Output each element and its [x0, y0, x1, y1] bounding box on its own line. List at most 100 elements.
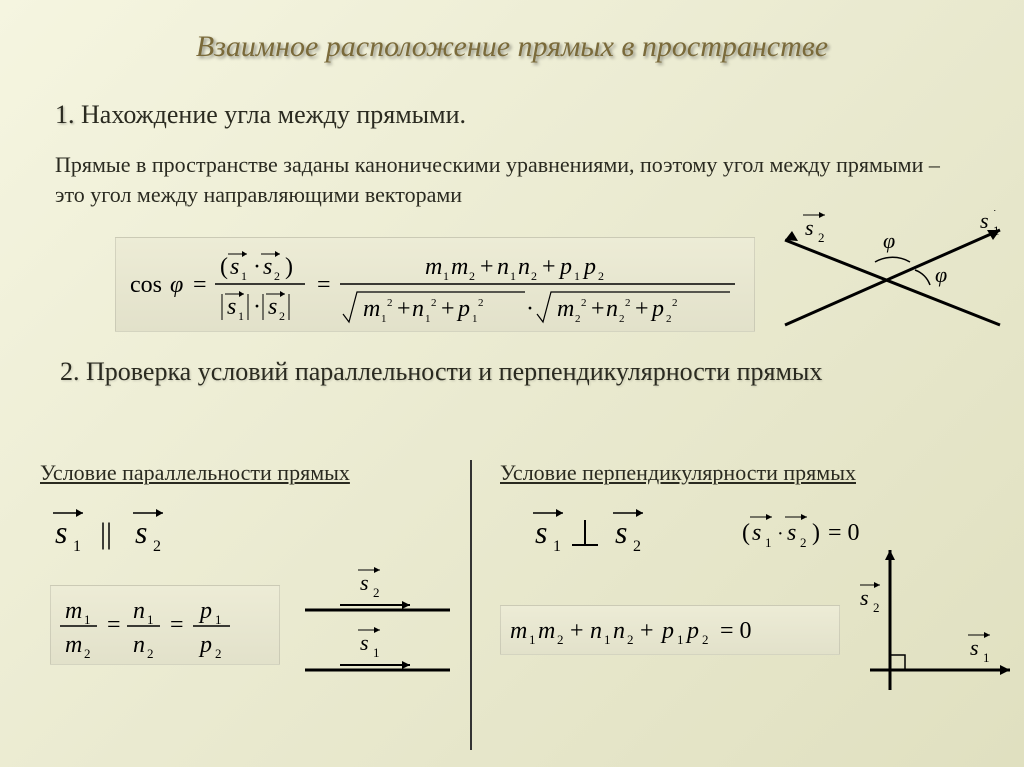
svg-text:2: 2 [666, 313, 672, 325]
svg-text:2: 2 [633, 538, 641, 555]
svg-text:2: 2 [478, 297, 484, 309]
svg-text:n: n [412, 296, 424, 322]
svg-text:): ) [812, 520, 820, 546]
svg-text:1: 1 [147, 612, 154, 627]
section2-heading: 2. Проверка условий параллельности и пер… [60, 355, 822, 389]
section2-number: 2. [60, 357, 80, 386]
svg-text:s: s [263, 254, 272, 280]
section1-title-text: Нахождение угла между прямыми. [81, 100, 466, 129]
svg-text:1: 1 [443, 269, 449, 283]
svg-text:s: s [135, 514, 147, 550]
svg-text:): ) [285, 254, 293, 280]
svg-text:+: + [542, 254, 556, 280]
svg-text:+: + [635, 296, 649, 322]
parallel-heading: Условие параллельности прямых [40, 460, 350, 486]
svg-text:cos: cos [130, 272, 162, 298]
svg-text:1: 1 [238, 309, 244, 323]
svg-text:m: m [363, 296, 380, 322]
svg-text:p: p [650, 296, 664, 322]
svg-text:1: 1 [553, 538, 561, 555]
svg-text:(: ( [742, 520, 750, 546]
svg-text:1: 1 [241, 269, 247, 283]
svg-text:2: 2 [575, 313, 581, 325]
svg-text:·: · [777, 523, 784, 545]
svg-text:+: + [441, 296, 455, 322]
intro-text: Прямые в пространстве заданы канонически… [55, 150, 975, 209]
svg-text:2: 2 [818, 230, 825, 245]
svg-text:n: n [518, 254, 530, 280]
svg-text:2: 2 [702, 632, 709, 647]
section1-number: 1. [55, 100, 75, 129]
svg-text:s: s [805, 215, 814, 240]
svg-text:= 0: = 0 [720, 618, 752, 644]
svg-text:2: 2 [279, 309, 285, 323]
svg-text:s: s [787, 520, 796, 546]
svg-text:1: 1 [574, 269, 580, 283]
svg-text:p: p [660, 618, 674, 644]
svg-text:= 0: = 0 [828, 520, 860, 546]
svg-text:1: 1 [993, 223, 1000, 238]
svg-text:2: 2 [431, 297, 437, 309]
svg-text:2: 2 [627, 632, 634, 647]
svg-text:φ: φ [935, 262, 947, 287]
svg-text:+: + [397, 296, 411, 322]
svg-text:s: s [615, 514, 627, 550]
svg-text:m: m [451, 254, 468, 280]
svg-text:s: s [55, 514, 67, 550]
svg-text:2: 2 [581, 297, 587, 309]
svg-text:n: n [590, 618, 602, 644]
svg-text:n: n [613, 618, 625, 644]
section1-heading: 1. Нахождение угла между прямыми. [55, 100, 466, 130]
vertical-divider [470, 460, 472, 750]
svg-text:1: 1 [84, 612, 91, 627]
svg-text:2: 2 [84, 646, 91, 660]
svg-text:1: 1 [472, 313, 478, 325]
svg-text:1: 1 [765, 535, 772, 550]
svg-text:2: 2 [800, 535, 807, 550]
svg-text:s: s [970, 635, 979, 660]
svg-text:=: = [107, 612, 121, 638]
svg-text:||: || [100, 517, 112, 550]
svg-text:s: s [268, 294, 277, 320]
parallel-vectors-relation: s1 || s2 [50, 505, 210, 555]
svg-text:·: · [253, 294, 261, 320]
svg-text:2: 2 [619, 313, 625, 325]
cos-formula: cosφ = ( s1 · s2 ) s1 · s2 = m1 m2 + n1 … [115, 237, 755, 332]
svg-text:n: n [133, 632, 145, 658]
svg-text:n: n [497, 254, 509, 280]
svg-text:(: ( [220, 254, 228, 280]
svg-text:φ: φ [883, 228, 895, 253]
svg-text:·: · [526, 296, 534, 322]
perp-lines-diagram: s2 s1 [860, 540, 1020, 710]
svg-text:+: + [591, 296, 605, 322]
perp-scalar-formula: m1 m2 + n1 n2 + p1 p2 = 0 [500, 605, 840, 655]
svg-text:s: s [230, 254, 239, 280]
page-title: Взаимное расположение прямых в пространс… [0, 0, 1024, 64]
svg-text:p: p [558, 254, 572, 280]
svg-text:·: · [253, 254, 261, 280]
section2-title-text: Проверка условий параллельности и перпен… [86, 357, 822, 386]
svg-text:s: s [752, 520, 761, 546]
svg-text:m: m [425, 254, 442, 280]
svg-text:1: 1 [73, 538, 81, 555]
svg-text:=: = [317, 272, 331, 298]
svg-text:2: 2 [274, 269, 280, 283]
svg-text:2: 2 [873, 600, 880, 615]
svg-text:s: s [535, 514, 547, 550]
svg-text:m: m [65, 598, 82, 624]
svg-text:1: 1 [510, 269, 516, 283]
svg-text:2: 2 [531, 269, 537, 283]
svg-text:m: m [538, 618, 555, 644]
svg-text:1: 1 [677, 632, 684, 647]
svg-text:2: 2 [469, 269, 475, 283]
svg-text:1: 1 [425, 313, 431, 325]
svg-text:n: n [606, 296, 618, 322]
svg-text:=: = [193, 272, 207, 298]
svg-text:s: s [980, 210, 989, 233]
svg-text:m: m [510, 618, 527, 644]
svg-text:p: p [685, 618, 699, 644]
svg-text:s: s [360, 630, 369, 655]
svg-text:1: 1 [373, 645, 380, 660]
svg-text:p: p [198, 632, 212, 658]
svg-text:2: 2 [672, 297, 678, 309]
